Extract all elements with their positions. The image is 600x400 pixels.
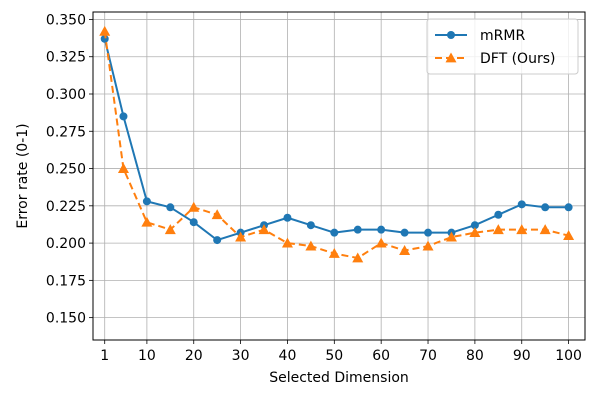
x-tick-label: 1 <box>100 348 109 364</box>
x-tick-label: 10 <box>138 348 156 364</box>
data-point <box>492 224 504 235</box>
y-tick-label: 0.175 <box>46 273 86 289</box>
legend-marker-shape <box>447 31 455 39</box>
y-tick-label: 0.200 <box>46 236 86 252</box>
data-point <box>328 248 340 258</box>
x-tick-label: 80 <box>466 348 484 364</box>
legend-marker-shape <box>445 52 457 63</box>
data-point <box>166 203 175 212</box>
y-tick-label: 0.275 <box>46 124 86 140</box>
data-point <box>213 236 222 245</box>
data-point <box>306 221 315 230</box>
data-point <box>445 231 457 242</box>
x-tick-label: 30 <box>232 348 250 364</box>
data-point <box>99 25 111 36</box>
legend: mRMR DFT (Ours) <box>426 18 579 75</box>
data-point <box>189 218 198 227</box>
series-mrmr <box>100 34 573 245</box>
data-point <box>422 240 434 251</box>
y-tick-label: 0.150 <box>46 311 86 327</box>
data-point <box>141 216 153 227</box>
legend-entry-dft: DFT (Ours) <box>435 51 555 67</box>
data-point <box>100 34 109 43</box>
data-point <box>377 225 386 234</box>
y-tick-label: 0.350 <box>46 12 86 28</box>
data-point <box>470 221 479 230</box>
y-tick-label: 0.225 <box>46 199 86 215</box>
y-tick-label: 0.250 <box>46 162 86 178</box>
data-point <box>119 112 128 121</box>
data-point <box>564 203 573 212</box>
plot-frame <box>92 11 586 341</box>
legend-label-dft: DFT (Ours) <box>480 51 555 67</box>
x-tick-label: 70 <box>419 348 437 364</box>
data-point <box>539 224 551 235</box>
series-dft <box>99 25 575 263</box>
data-point <box>283 213 292 222</box>
legend-entry-mrmr: mRMR <box>435 28 525 44</box>
data-point <box>400 228 409 237</box>
data-point <box>305 240 317 251</box>
series-layer <box>99 25 575 263</box>
legend-label-mrmr: mRMR <box>480 28 525 44</box>
data-point <box>353 225 362 234</box>
x-axis: 1 10 20 30 40 50 60 70 80 90 100 <box>100 340 582 364</box>
data-point <box>494 210 503 219</box>
x-tick-label: 20 <box>185 348 203 364</box>
data-point <box>424 228 433 237</box>
data-point <box>563 230 575 241</box>
legend-marker-dft <box>445 52 457 63</box>
x-tick-label: 90 <box>513 348 531 364</box>
x-tick-label: 40 <box>279 348 297 364</box>
data-point <box>211 209 223 220</box>
data-point <box>142 197 151 206</box>
data-point <box>516 224 528 235</box>
data-point <box>399 245 411 255</box>
data-point <box>235 231 247 242</box>
data-point <box>281 237 293 248</box>
data-point <box>330 228 339 237</box>
data-point <box>517 200 526 209</box>
y-tick-label: 0.325 <box>46 50 86 66</box>
x-tick-label: 60 <box>372 348 390 364</box>
y-tick-label: 0.300 <box>46 87 86 103</box>
data-point <box>352 252 364 263</box>
data-point <box>469 227 481 238</box>
y-axis: 0.150 0.175 0.200 0.225 0.250 0.275 0.300 0.325… <box>46 12 93 327</box>
data-point <box>258 224 270 235</box>
data-point <box>541 203 550 212</box>
x-axis-label: Selected Dimension <box>269 370 409 386</box>
data-point <box>375 237 387 248</box>
data-point <box>117 163 129 173</box>
x-tick-label: 100 <box>555 348 582 364</box>
x-tick-label: 50 <box>325 348 343 364</box>
data-point <box>188 201 200 212</box>
y-axis-label: Error rate (0-1) <box>15 123 31 228</box>
data-point <box>164 224 176 235</box>
legend-marker-mrmr <box>447 31 455 39</box>
legend-box <box>426 18 579 75</box>
